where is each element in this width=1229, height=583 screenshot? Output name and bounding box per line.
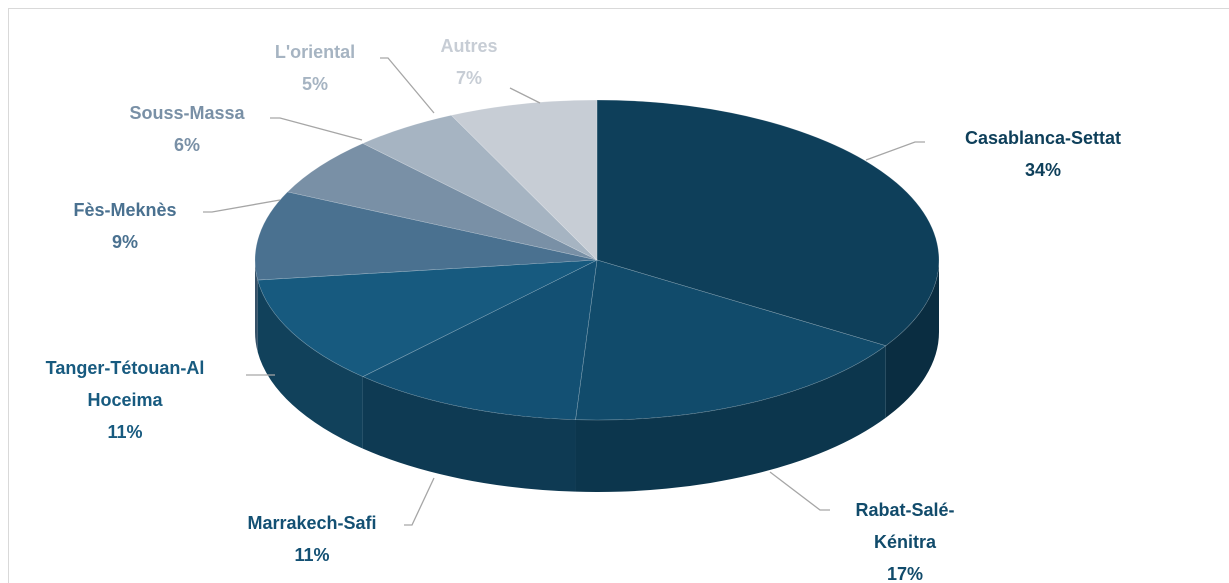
category-label: Fès-Meknès	[73, 200, 177, 220]
slice-side	[362, 376, 576, 492]
category-label: L'oriental	[274, 42, 356, 62]
value-label: 7%	[455, 68, 483, 88]
leader-line	[404, 477, 435, 526]
category-label: Marrakech-Safi	[247, 513, 377, 533]
data-label: Casablanca-Settat 34%	[965, 122, 1121, 186]
slice	[362, 114, 598, 261]
slice	[362, 259, 598, 420]
data-label: Autres 7%	[440, 30, 497, 94]
leader-line	[203, 199, 281, 213]
slice-side	[257, 280, 363, 449]
slice	[596, 99, 940, 347]
data-label: L'oriental 5%	[275, 36, 355, 100]
value-label: 6%	[173, 135, 200, 155]
slice-side	[255, 260, 258, 353]
value-label: 17%	[886, 564, 924, 583]
data-label: Tanger-Tétouan-Al Hoceima 11%	[10, 352, 240, 448]
slice-side	[885, 260, 939, 418]
category-label: Rabat-Salé-Kénitra	[855, 500, 955, 552]
leader-line	[769, 471, 830, 511]
leader-line	[509, 87, 541, 104]
slice	[257, 259, 598, 377]
chart-border	[8, 8, 1229, 583]
slice	[254, 191, 598, 281]
category-label: Autres	[440, 36, 498, 56]
value-label: 9%	[111, 232, 139, 252]
data-label: Souss-Massa 6%	[129, 97, 244, 161]
category-label: Casablanca-Settat	[964, 128, 1122, 148]
value-label: 5%	[301, 74, 329, 94]
slice	[286, 143, 598, 261]
slice	[450, 99, 598, 261]
data-label: Marrakech-Safi 11%	[247, 507, 376, 571]
category-label: Tanger-Tétouan-Al Hoceima	[45, 358, 205, 410]
value-label: 11%	[294, 545, 330, 565]
category-label: Souss-Massa	[129, 103, 245, 123]
leader-line	[380, 57, 435, 114]
data-label: Rabat-Salé-Kénitra 17%	[835, 494, 975, 583]
leader-line	[865, 141, 925, 161]
slice	[575, 259, 887, 421]
value-label: 34%	[1024, 160, 1062, 180]
slice-side	[575, 345, 886, 492]
data-label: Fès-Meknès 9%	[73, 194, 176, 258]
leader-line	[270, 117, 363, 141]
value-label: 11%	[107, 422, 143, 442]
